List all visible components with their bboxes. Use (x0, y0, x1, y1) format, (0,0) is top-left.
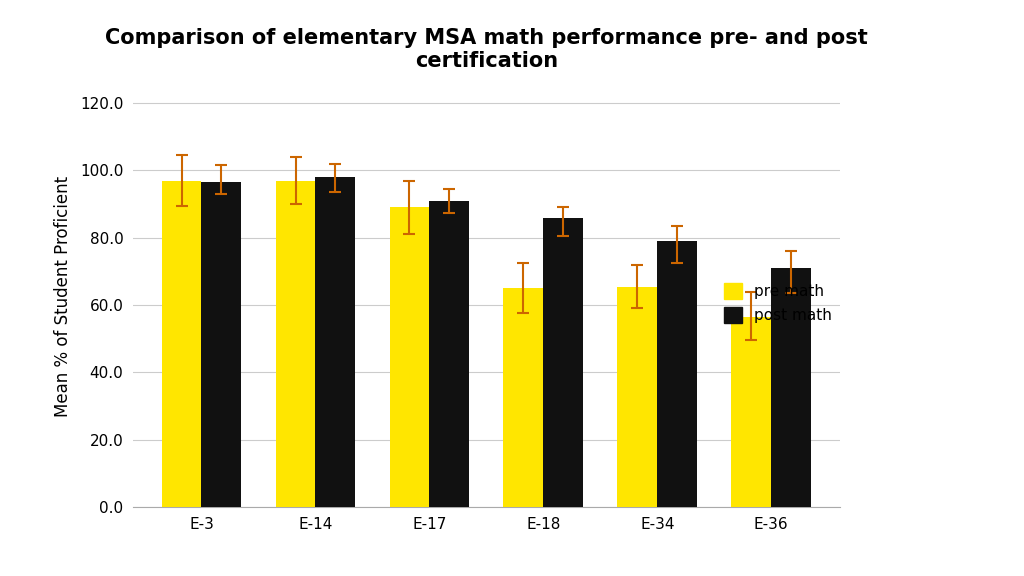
Bar (275, 181, 315, 507)
Title: Comparison of elementary MSA math performance pre- and post
certification: Comparison of elementary MSA math perfor… (105, 28, 867, 71)
Bar (504, 288, 544, 507)
Bar (389, 207, 429, 507)
Legend: pre math, post math: pre math, post math (724, 283, 833, 323)
Bar (162, 181, 202, 507)
Bar (315, 177, 355, 507)
Y-axis label: Mean % of Student Proficient: Mean % of Student Proficient (53, 176, 72, 417)
Bar (544, 218, 584, 507)
Bar (617, 286, 657, 507)
Bar (202, 182, 242, 507)
Bar (771, 268, 811, 507)
Bar (731, 317, 771, 507)
Bar (429, 201, 469, 507)
Bar (657, 241, 697, 507)
